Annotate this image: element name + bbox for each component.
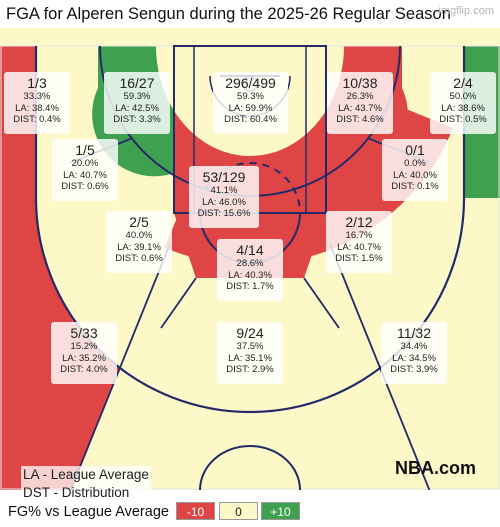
color-scale-legend: FG% vs League Average -10 0 +10 bbox=[0, 497, 500, 527]
legend-notes: LA - League Average DST - Distribution bbox=[21, 466, 151, 502]
zone-distribution: DIST: 3.3% bbox=[113, 114, 161, 125]
zone-label-right-baseline-mid: 10/38 26.3% LA: 43.7% DIST: 4.6% bbox=[327, 72, 393, 134]
split-right-3 bbox=[329, 244, 431, 490]
zone-fga: 2/5 bbox=[129, 214, 149, 230]
nba-brand: NBA.com bbox=[394, 458, 476, 478]
free-throw-arc-upper bbox=[199, 162, 301, 214]
chart-title: FGA for Alperen Sengun during the 2025-2… bbox=[6, 5, 451, 23]
zone-league-avg: LA: 59.9% bbox=[228, 102, 273, 114]
zone-distribution: DIST: 1.7% bbox=[226, 281, 274, 292]
note-distribution: DST - Distribution bbox=[23, 485, 130, 500]
zone-label-top-key-mid: 4/14 28.6% LA: 40.3% DIST: 1.7% bbox=[217, 239, 283, 301]
zone-league-avg: LA: 40.7% bbox=[63, 169, 107, 181]
three-point-line bbox=[34, 46, 466, 414]
note-league-average: LA - League Average bbox=[23, 467, 149, 482]
zone-league-avg: LA: 42.5% bbox=[115, 102, 159, 114]
scale-swatch-neutral: 0 bbox=[219, 502, 258, 520]
center-court-arc bbox=[199, 445, 301, 490]
scale-swatch-below: -10 bbox=[176, 502, 215, 520]
zone-fga: 16/27 bbox=[119, 75, 155, 91]
zone-league-avg: LA: 38.6% bbox=[441, 102, 485, 114]
zone-league-avg: LA: 35.1% bbox=[228, 352, 272, 364]
zone-label-left-baseline-mid: 16/27 59.3% LA: 42.5% DIST: 3.3% bbox=[104, 72, 170, 134]
zone-league-avg: LA: 40.0% bbox=[393, 169, 437, 181]
zone-distribution: DIST: 0.6% bbox=[115, 253, 163, 264]
zone-fga: 2/4 bbox=[453, 75, 473, 91]
zone-fg-pct: 41.1% bbox=[210, 185, 238, 196]
zone-fga: 2/12 bbox=[345, 214, 373, 230]
zone-label-left-elbow-mid: 1/5 20.0% LA: 40.7% DIST: 0.6% bbox=[52, 139, 118, 201]
zone-fga: 10/38 bbox=[342, 75, 378, 91]
zone-fg-pct: 34.4% bbox=[400, 341, 428, 352]
zone-distribution: DIST: 0.5% bbox=[439, 114, 487, 125]
zone-distribution: DIST: 1.5% bbox=[335, 253, 383, 264]
zone-league-avg: LA: 35.2% bbox=[62, 352, 106, 364]
watermark: imgflip.com bbox=[438, 5, 494, 17]
zone-label-paint-non-ra: 53/129 41.1% LA: 46.0% DIST: 15.6% bbox=[189, 166, 259, 228]
shot-chart-court: 1/3 33.3% LA: 38.4% DIST: 0.4% 16/27 59.3% LA:… bbox=[0, 28, 500, 502]
zone-league-avg: LA: 39.1% bbox=[117, 241, 161, 253]
zone-fg-pct: 59.3% bbox=[123, 91, 151, 102]
zone-label-left-wing-3: 5/33 15.2% LA: 35.2% DIST: 4.0% bbox=[51, 322, 117, 384]
zone-fga: 296/499 bbox=[225, 75, 276, 91]
zone-fga: 4/14 bbox=[236, 242, 264, 258]
color-scale-label: FG% vs League Average bbox=[8, 504, 169, 520]
zone-league-avg: LA: 34.5% bbox=[392, 352, 436, 364]
zone-fg-pct: 0.0% bbox=[404, 158, 426, 169]
zone-distribution: DIST: 15.6% bbox=[197, 208, 251, 219]
zone-distribution: DIST: 3.9% bbox=[390, 364, 438, 375]
zone-distribution: DIST: 0.1% bbox=[391, 181, 439, 192]
zone-label-right-corner-3: 2/4 50.0% LA: 38.6% DIST: 0.5% bbox=[430, 72, 496, 134]
scale-swatch-above: +10 bbox=[261, 502, 300, 520]
zone-fga: 5/33 bbox=[70, 325, 98, 341]
split-left-wing bbox=[160, 277, 197, 329]
zone-fg-pct: 26.3% bbox=[346, 91, 374, 102]
zone-league-avg: LA: 46.0% bbox=[202, 196, 246, 208]
zone-fga: 1/5 bbox=[75, 142, 95, 158]
zone-fga: 11/32 bbox=[397, 325, 431, 341]
zone-fg-pct: 33.3% bbox=[23, 91, 51, 102]
zone-distribution: DIST: 4.6% bbox=[336, 114, 384, 125]
zone-league-avg: LA: 43.7% bbox=[338, 102, 382, 114]
zone-label-restricted-area: 296/499 59.3% LA: 59.9% DIST: 60.4% bbox=[213, 72, 288, 134]
zone-distribution: DIST: 4.0% bbox=[60, 364, 108, 375]
zone-fg-pct: 28.6% bbox=[236, 258, 264, 269]
zone-fg-pct: 15.2% bbox=[70, 341, 98, 352]
zone-fga: 1/3 bbox=[27, 75, 47, 91]
zone-fga: 0/1 bbox=[405, 142, 425, 158]
zone-league-avg: LA: 40.3% bbox=[228, 269, 272, 281]
zone-distribution: DIST: 2.9% bbox=[226, 364, 274, 375]
zone-label-right-elbow-mid: 0/1 0.0% LA: 40.0% DIST: 0.1% bbox=[382, 139, 448, 201]
split-right-wing bbox=[303, 277, 340, 329]
zone-fg-pct: 40.0% bbox=[125, 230, 153, 241]
zone-distribution: DIST: 0.4% bbox=[13, 114, 61, 125]
zone-label-right-wing-mid: 2/12 16.7% LA: 40.7% DIST: 1.5% bbox=[326, 211, 392, 273]
zone-distribution: DIST: 0.6% bbox=[61, 181, 109, 192]
zone-fg-pct: 59.3% bbox=[237, 91, 264, 102]
zone-league-avg: LA: 40.7% bbox=[337, 241, 381, 253]
zone-label-left-corner-3: 1/3 33.3% LA: 38.4% DIST: 0.4% bbox=[4, 72, 70, 134]
zone-fga: 53/129 bbox=[202, 169, 246, 185]
zone-league-avg: LA: 38.4% bbox=[15, 102, 59, 114]
zone-distribution: DIST: 60.4% bbox=[224, 114, 277, 125]
zone-fg-pct: 16.7% bbox=[345, 230, 373, 241]
split-left-3 bbox=[69, 244, 171, 490]
zone-fg-pct: 37.5% bbox=[236, 341, 264, 352]
zone-label-right-wing-3: 11/32 34.4% LA: 34.5% DIST: 3.9% bbox=[381, 322, 447, 384]
zone-fg-pct: 20.0% bbox=[71, 158, 99, 169]
zone-fga: 9/24 bbox=[236, 325, 264, 341]
zone-label-top-key-3: 9/24 37.5% LA: 35.1% DIST: 2.9% bbox=[217, 322, 283, 384]
zone-fg-pct: 50.0% bbox=[449, 91, 477, 102]
zone-label-left-wing-mid: 2/5 40.0% LA: 39.1% DIST: 0.6% bbox=[106, 211, 172, 273]
